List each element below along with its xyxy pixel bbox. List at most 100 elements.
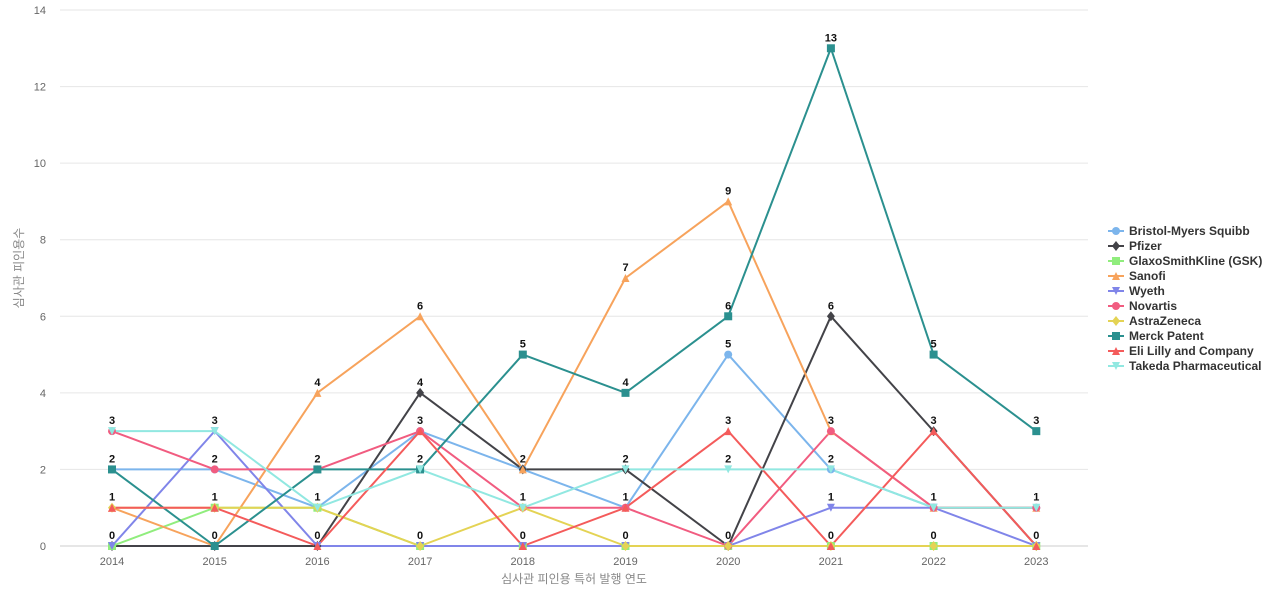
data-point	[621, 388, 630, 397]
legend-marker	[1112, 316, 1120, 326]
y-tick-label: 0	[40, 541, 46, 553]
legend-item[interactable]: Sanofi	[1108, 269, 1166, 283]
legend-marker	[1112, 347, 1120, 355]
legend-item[interactable]: Wyeth	[1108, 284, 1165, 298]
data-label: 5	[931, 339, 937, 351]
legend-label: AstraZeneca	[1129, 314, 1201, 328]
data-point	[416, 427, 425, 436]
data-label: 3	[212, 415, 218, 427]
data-label: 6	[417, 300, 423, 312]
y-tick-label: 8	[40, 235, 46, 247]
data-point	[518, 542, 527, 550]
x-tick-label: 2021	[819, 556, 843, 568]
data-point	[313, 542, 322, 550]
data-point	[416, 312, 425, 321]
data-label: 0	[725, 530, 731, 542]
data-point	[826, 311, 835, 322]
data-label: 1	[622, 492, 628, 504]
x-axis-ticks: 2014 2015 2016 2017 2018 2019 2020 2021 2022 2023	[100, 556, 1049, 568]
series-lines	[111, 47, 1038, 547]
data-label: 1	[828, 492, 834, 504]
legend-marker	[1112, 241, 1120, 251]
x-tick-label: 2023	[1024, 556, 1048, 568]
data-point	[621, 465, 630, 474]
legend-marker	[1112, 362, 1120, 370]
legend-item[interactable]: GlaxoSmithKline (GSK)	[1108, 254, 1262, 268]
legend: Bristol-Myers SquibbPfizerGlaxoSmithKlin…	[1108, 224, 1262, 373]
x-tick-label: 2017	[408, 556, 432, 568]
legend-item[interactable]: AstraZeneca	[1108, 314, 1201, 328]
x-tick-label: 2019	[613, 556, 637, 568]
legend-item[interactable]: Pfizer	[1108, 239, 1162, 253]
data-label: 4	[417, 377, 424, 389]
legend-label: Merck Patent	[1129, 329, 1204, 343]
data-label: 1	[109, 492, 115, 504]
data-point	[210, 542, 219, 550]
data-point	[416, 541, 425, 551]
data-label: 0	[828, 530, 834, 542]
series-line-7	[111, 47, 1037, 547]
legend-label: Bristol-Myers Squibb	[1129, 224, 1250, 238]
data-label: 0	[314, 530, 320, 542]
data-label: 5	[725, 339, 731, 351]
data-label: 0	[520, 530, 526, 542]
data-label: 3	[725, 415, 731, 427]
data-point	[929, 427, 938, 436]
data-point	[313, 503, 322, 512]
data-label: 3	[1033, 415, 1039, 427]
data-label: 2	[314, 453, 320, 465]
legend-label: GlaxoSmithKline (GSK)	[1129, 254, 1262, 268]
data-point	[826, 44, 835, 53]
data-point	[929, 503, 938, 512]
data-point	[1032, 503, 1041, 512]
data-point	[518, 503, 527, 512]
data-label: 3	[828, 415, 834, 427]
x-tick-label: 2020	[716, 556, 740, 568]
data-point	[210, 503, 219, 512]
legend-marker	[1112, 287, 1120, 295]
legend-item[interactable]: Bristol-Myers Squibb	[1108, 224, 1250, 238]
series-line-0	[112, 353, 1037, 509]
data-point	[724, 541, 733, 551]
data-label: 2	[725, 453, 731, 465]
data-point	[724, 312, 733, 321]
data-point	[724, 465, 733, 474]
legend-item[interactable]: Eli Lilly and Company	[1108, 344, 1254, 358]
legend-item[interactable]: Merck Patent	[1108, 329, 1204, 343]
data-label: 5	[520, 339, 526, 351]
data-label: 1	[212, 492, 218, 504]
series-markers	[108, 44, 1041, 551]
data-label: 3	[931, 415, 937, 427]
data-label: 6	[725, 300, 731, 312]
data-label: 2	[622, 453, 628, 465]
legend-marker	[1112, 302, 1120, 310]
data-point	[929, 541, 938, 551]
data-label: 2	[109, 453, 115, 465]
data-point	[108, 542, 116, 550]
data-point	[518, 350, 527, 359]
data-point	[621, 503, 630, 512]
data-point	[518, 465, 527, 474]
data-label: 2	[828, 453, 834, 465]
data-point	[621, 541, 630, 551]
y-tick-label: 10	[34, 158, 46, 170]
data-point	[1032, 427, 1041, 436]
legend-marker	[1112, 332, 1120, 340]
x-axis-title: 심사관 피인용 특허 발행 연도	[501, 571, 647, 586]
legend-item[interactable]: Takeda Pharmaceutical	[1108, 359, 1262, 373]
data-label: 0	[622, 530, 628, 542]
legend-item[interactable]: Novartis	[1108, 299, 1177, 313]
data-label: 0	[1033, 530, 1039, 542]
data-label: 7	[622, 262, 628, 274]
x-tick-label: 2015	[202, 556, 226, 568]
data-label: 13	[825, 32, 837, 44]
data-label: 2	[520, 453, 526, 465]
x-tick-label: 2022	[921, 556, 945, 568]
legend-marker	[1112, 257, 1120, 265]
x-tick-label: 2014	[100, 556, 124, 568]
y-axis-ticks: 0 2 4 6 8 10 12 14	[34, 5, 46, 553]
y-axis-title: 심사관 피인용수	[12, 228, 26, 309]
data-point	[108, 465, 116, 474]
data-label: 1	[314, 492, 320, 504]
